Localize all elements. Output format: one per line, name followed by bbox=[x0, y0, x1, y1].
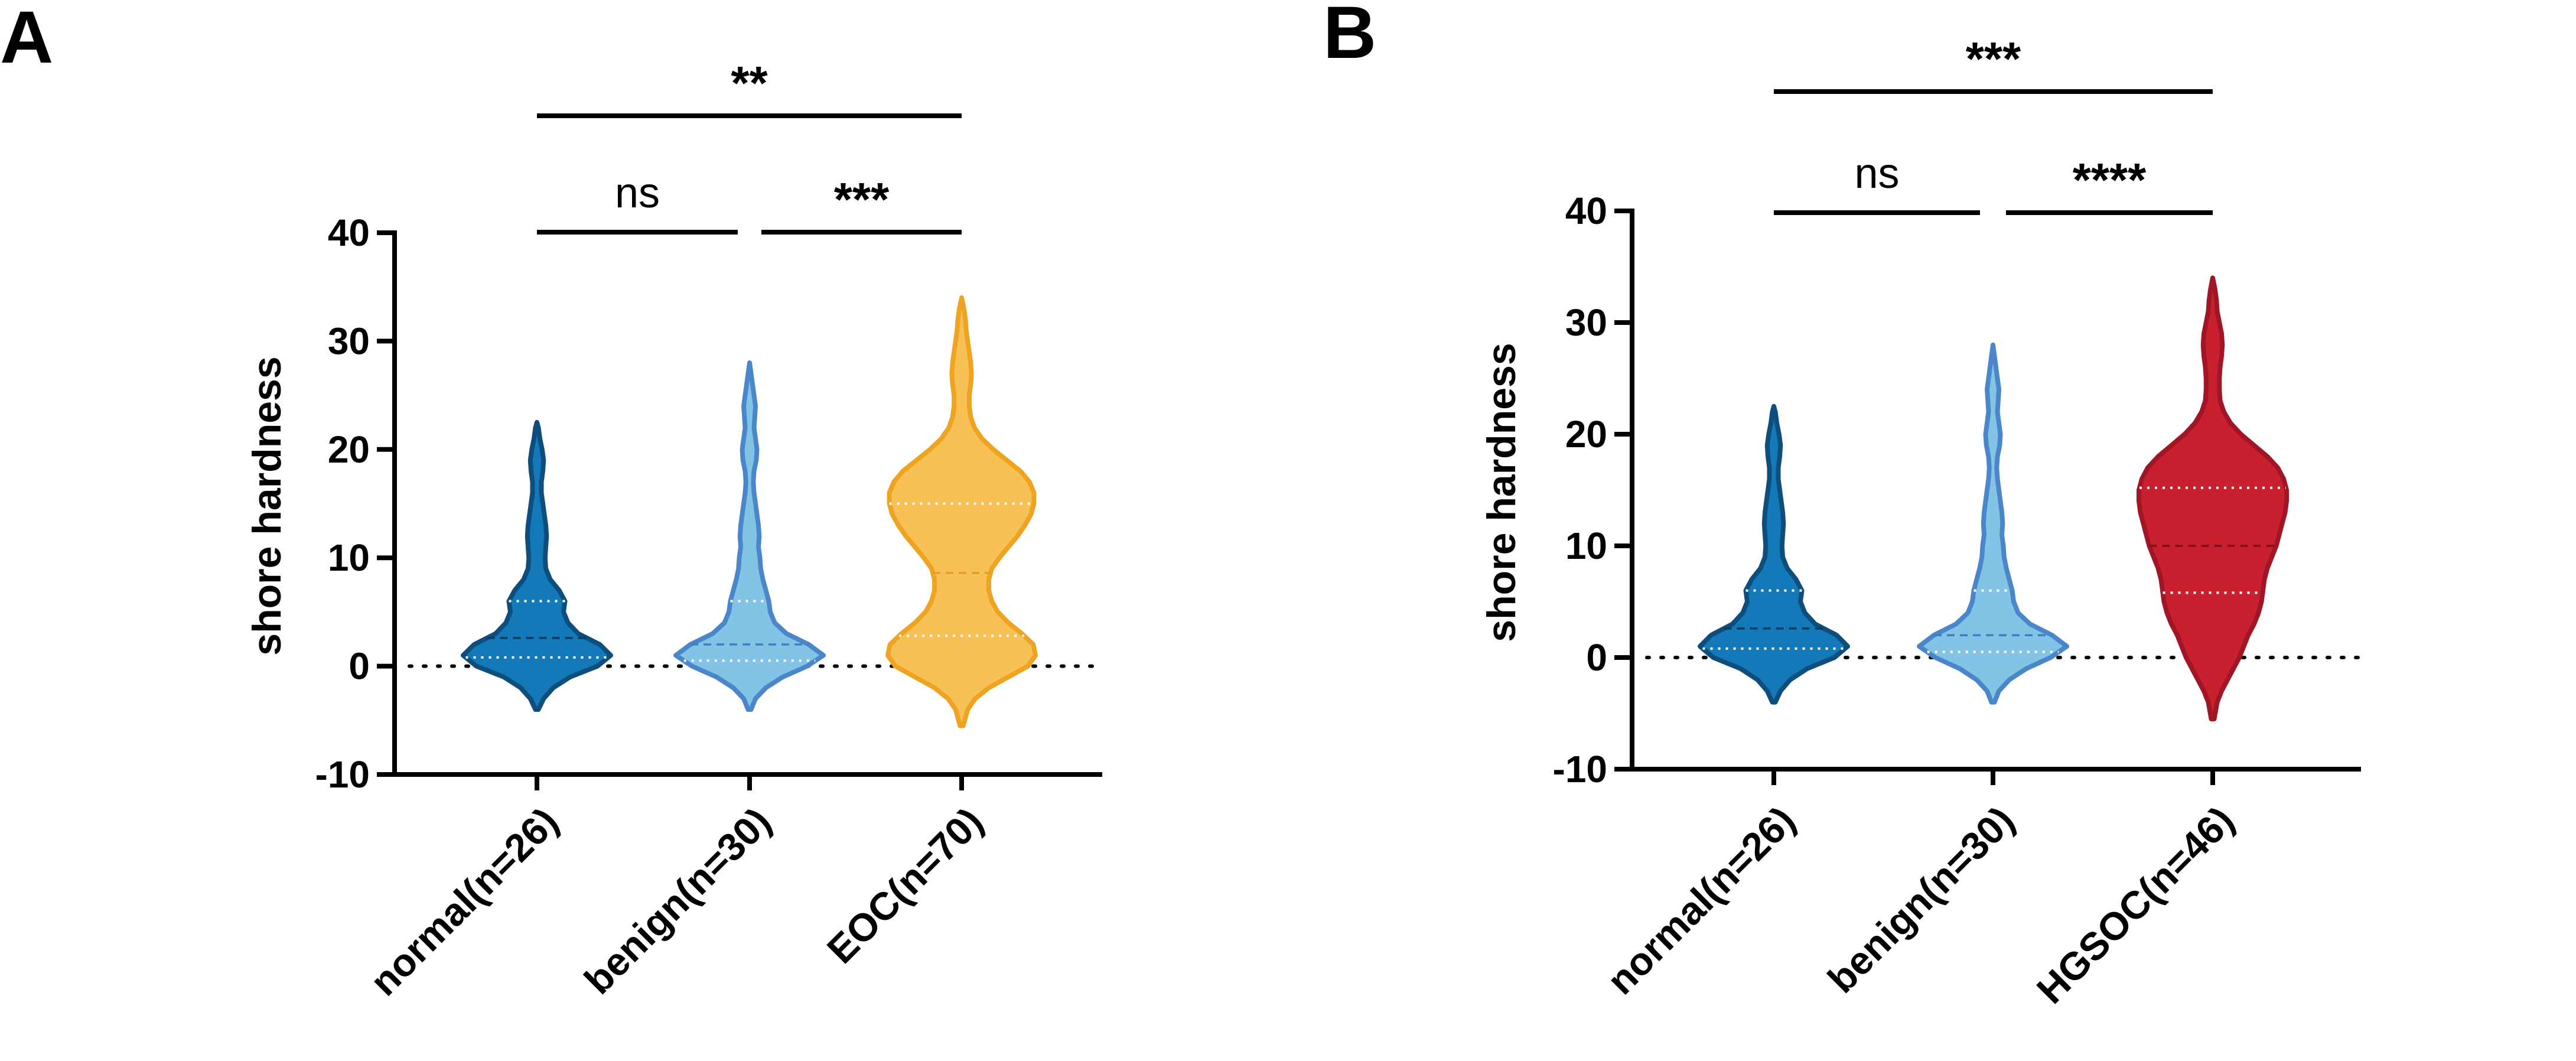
y-tick-label: 30 bbox=[1565, 301, 1607, 344]
x-tick-label: EOC(n=70) bbox=[819, 799, 991, 972]
violin-shape bbox=[1698, 403, 1850, 705]
y-tick-label: 10 bbox=[328, 536, 370, 579]
violin-shape bbox=[1917, 342, 2069, 705]
y-tick-label: 30 bbox=[328, 320, 370, 362]
violin-group-1 bbox=[1917, 342, 2069, 705]
significance-label: *** bbox=[834, 173, 890, 226]
y-tick-label: -10 bbox=[315, 753, 370, 796]
violin-shape bbox=[2137, 275, 2289, 721]
x-tick-label: normal(n=26) bbox=[1598, 798, 1803, 1003]
significance-label: *** bbox=[1966, 32, 2021, 85]
x-tick-label: benign(n=30) bbox=[1819, 798, 2023, 1001]
violin-shape bbox=[461, 419, 613, 712]
violin-shape bbox=[885, 295, 1038, 728]
violin-group-2 bbox=[2137, 275, 2289, 721]
significance-label: ** bbox=[731, 57, 768, 109]
x-tick-label: HGSOC(n=46) bbox=[2028, 798, 2242, 1012]
violin-group-0 bbox=[1698, 403, 1850, 705]
violin-group-1 bbox=[673, 360, 826, 712]
violin-group-0 bbox=[461, 419, 613, 712]
significance-label: **** bbox=[2073, 154, 2147, 206]
x-tick-label: benign(n=30) bbox=[576, 799, 779, 1003]
panel-letter: B bbox=[1323, 0, 1376, 74]
y-tick-label: 10 bbox=[1565, 525, 1607, 567]
y-tick-label: 0 bbox=[1586, 636, 1607, 679]
y-tick-label: -10 bbox=[1553, 748, 1608, 790]
y-tick-label: 40 bbox=[1565, 190, 1607, 232]
y-tick-label: 40 bbox=[328, 211, 370, 254]
violin-shape bbox=[673, 360, 826, 712]
y-axis-label: shore hardness bbox=[1479, 343, 1524, 642]
y-axis-label: shore hardness bbox=[245, 356, 289, 655]
y-tick-label: 0 bbox=[349, 645, 370, 688]
significance-label: ns bbox=[1854, 150, 1899, 197]
significance-label: ns bbox=[615, 170, 660, 217]
y-tick-label: 20 bbox=[1565, 413, 1607, 455]
violin-group-2 bbox=[885, 295, 1038, 728]
y-tick-label: 20 bbox=[328, 428, 370, 471]
x-tick-label: normal(n=26) bbox=[362, 799, 566, 1004]
panel-letter: A bbox=[0, 0, 53, 79]
